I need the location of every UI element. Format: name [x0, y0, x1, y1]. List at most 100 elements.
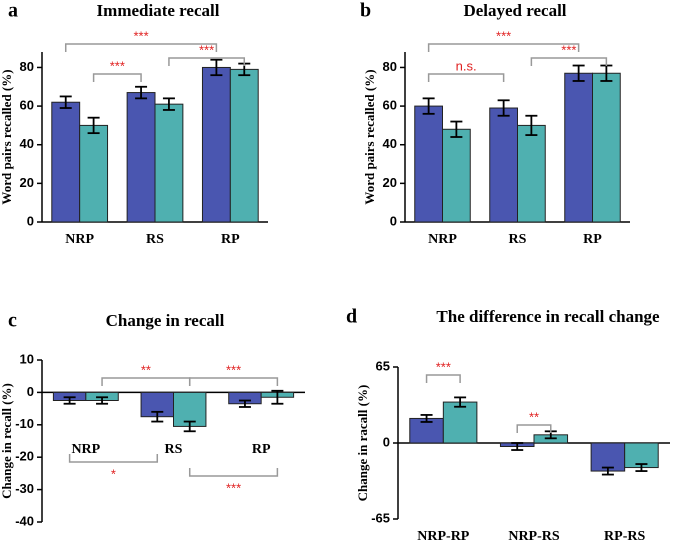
significance-label: ***: [133, 28, 148, 43]
panel-title: Delayed recall: [463, 1, 566, 20]
y-tick-label: 10: [20, 351, 34, 366]
y-tick-label: -20: [15, 449, 34, 464]
significance-bracket: [68, 454, 159, 463]
y-axis-label: Word pairs recalled (%): [0, 69, 14, 204]
error-bar: [271, 389, 284, 405]
x-tick-label: NRP-RP: [417, 529, 470, 544]
error-bar: [238, 399, 251, 408]
y-tick-label: 65: [376, 358, 390, 373]
error-bar: [511, 442, 524, 451]
error-bar: [162, 97, 175, 111]
panel-label: a: [8, 0, 18, 22]
y-tick-label: 0: [27, 213, 34, 228]
panel-label: d: [346, 306, 357, 328]
bar: [590, 442, 626, 472]
bar: [592, 72, 621, 223]
y-tick-label: -40: [15, 513, 34, 528]
error-bar: [135, 85, 148, 100]
x-tick-label: RS: [509, 232, 527, 247]
panel: d The difference in recall change Change i…: [346, 306, 670, 544]
bar: [489, 107, 518, 223]
y-axis-label: Change in racall (%): [355, 385, 370, 502]
error-bar: [151, 410, 164, 423]
x-tick-label: NRP: [65, 232, 94, 247]
error-bar: [572, 64, 585, 82]
error-bar: [497, 99, 510, 117]
y-tick-label: 80: [383, 59, 397, 74]
bar: [51, 101, 81, 223]
significance-label: **: [529, 409, 539, 424]
panel: b Delayed recall Word pairs recalled (%) 0 2…: [360, 0, 630, 247]
x-tick-label: RP: [252, 442, 271, 457]
panel-label: b: [360, 0, 371, 22]
error-bar: [422, 97, 435, 115]
y-tick-label: -10: [15, 416, 34, 431]
y-tick-label: 80: [20, 59, 34, 74]
error-bar: [454, 396, 467, 408]
bar: [229, 68, 259, 223]
bar: [126, 92, 156, 223]
y-tick-label: 40: [20, 136, 34, 151]
bar: [517, 124, 546, 223]
significance-label: ***: [226, 362, 241, 377]
bar: [442, 128, 471, 223]
significance-label: ***: [110, 58, 125, 73]
significance-label: ***: [226, 480, 241, 495]
bar: [79, 124, 109, 223]
error-bar: [63, 396, 76, 405]
error-bar: [635, 463, 648, 472]
significance-bracket: [530, 57, 608, 66]
x-tick-label: RP: [221, 232, 240, 247]
x-tick-label: NRP-RS: [508, 529, 560, 544]
significance-label: n.s.: [456, 58, 477, 73]
significance-bracket: [188, 377, 279, 386]
error-bar: [420, 414, 433, 423]
y-tick-label: 20: [383, 175, 397, 190]
x-tick-label: RP: [583, 232, 602, 247]
significance-bracket: [516, 424, 552, 433]
error-bar: [96, 396, 109, 405]
error-bar: [450, 120, 463, 138]
error-bar: [183, 420, 196, 433]
y-tick-label: 40: [383, 136, 397, 151]
panel-title: Change in recall: [106, 311, 225, 330]
error-bar: [210, 58, 223, 77]
bar: [442, 401, 478, 444]
significance-label: ***: [496, 28, 511, 43]
y-tick-label: 0: [383, 434, 390, 449]
significance-bracket: [64, 43, 218, 52]
bar: [414, 105, 443, 223]
x-tick-label: NRP: [71, 442, 100, 457]
error-bar: [601, 466, 614, 476]
significance-bracket: [425, 374, 461, 383]
y-tick-label: 60: [20, 98, 34, 113]
y-axis-label: Change in recall (%): [0, 383, 14, 499]
y-tick-label: -65: [371, 510, 390, 525]
bar: [564, 72, 593, 223]
significance-bracket: [92, 73, 142, 82]
panel-label: c: [8, 310, 17, 332]
x-tick-label: RP-RS: [604, 529, 645, 544]
panel-title: The difference in recall change: [436, 307, 660, 326]
significance-label: **: [141, 362, 151, 377]
error-bar: [59, 95, 72, 109]
bar: [201, 66, 231, 223]
y-tick-label: 20: [20, 175, 34, 190]
panel: c Change in recall Change in recall (%) 10 0…: [0, 310, 305, 528]
y-tick-label: 0: [27, 384, 34, 399]
y-tick-label: 0: [390, 213, 397, 228]
significance-bracket: [188, 468, 279, 477]
significance-bracket: [427, 73, 505, 82]
significance-bracket: [168, 57, 246, 66]
y-tick-label: 60: [383, 98, 397, 113]
x-tick-label: RS: [165, 442, 183, 457]
y-tick-label: -30: [15, 481, 34, 496]
x-tick-label: RS: [146, 232, 164, 247]
error-bar: [525, 114, 538, 136]
significance-label: *: [111, 466, 116, 481]
significance-bracket: [427, 43, 580, 52]
panel-title: Immediate recall: [97, 1, 220, 20]
significance-label: ***: [199, 42, 214, 57]
significance-label: ***: [436, 359, 451, 374]
